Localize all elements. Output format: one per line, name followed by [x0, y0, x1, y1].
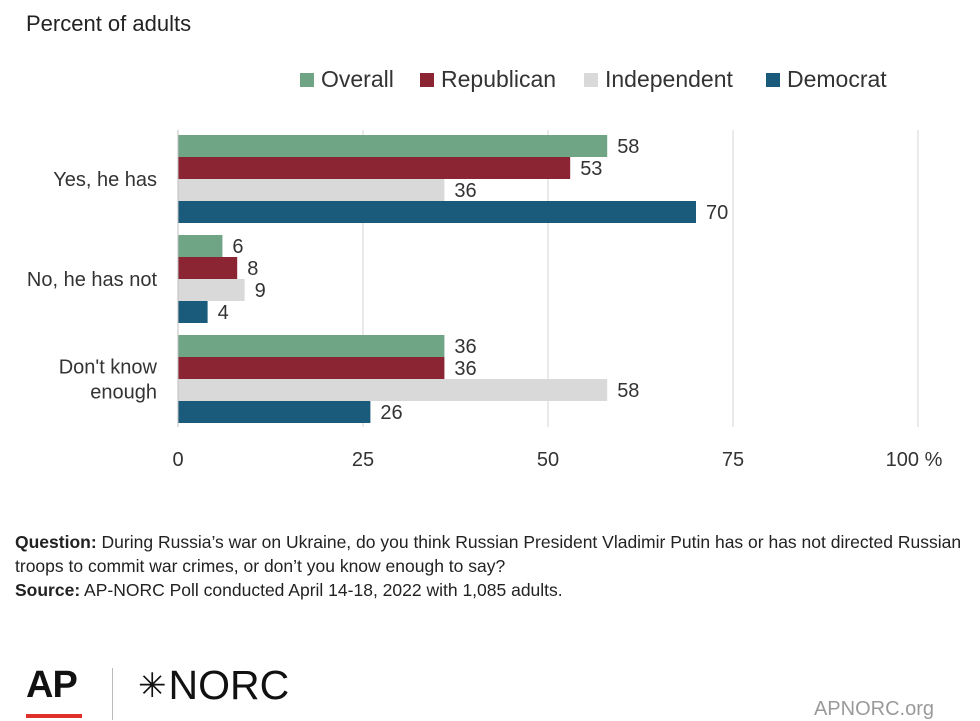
bar-democrat-0: [178, 201, 696, 223]
question-label: Question:: [15, 532, 97, 552]
bar-republican-1: [178, 257, 238, 279]
chart-legend: Overall Republican Independent Democrat: [0, 66, 980, 96]
norc-star-icon: ✳: [138, 666, 167, 705]
data-label-republican-1: 8: [247, 258, 258, 280]
ap-logo-underline: [26, 714, 82, 718]
data-label-overall-2: 36: [454, 336, 476, 358]
data-label-democrat-0: 70: [706, 202, 728, 224]
category-label-2: Don't know enough: [59, 357, 158, 404]
legend-swatch-republican: [420, 72, 434, 87]
data-label-independent-2: 58: [617, 380, 639, 402]
legend-label-democrat: Democrat: [787, 66, 887, 92]
bar-democrat-1: [178, 301, 208, 323]
question-text: During Russia’s war on Ukraine, do you t…: [15, 532, 962, 576]
legend-label-republican: Republican: [441, 66, 557, 92]
legend-swatch-independent: [584, 72, 598, 87]
bar-democrat-2: [178, 401, 371, 423]
legend-item-independent: Independent: [584, 66, 733, 93]
bar-republican-0: [178, 157, 571, 179]
logo-divider: [112, 668, 113, 720]
legend-swatch-democrat: [766, 72, 780, 87]
legend-label-overall: Overall: [321, 66, 394, 92]
bar-overall-1: [178, 235, 223, 257]
x-tick-label-25: 25: [352, 449, 374, 471]
x-tick-label-0: 0: [172, 449, 183, 471]
site-url: APNORC.org: [813, 698, 934, 720]
chart-subtitle: Percent of adults: [26, 11, 192, 36]
data-label-independent-1: 9: [255, 280, 266, 302]
bar-independent-1: [178, 279, 245, 301]
norc-logo: ✳ NORC: [138, 662, 289, 709]
bar-overall-0: [178, 135, 608, 157]
category-label-0: Yes, he has: [53, 169, 157, 191]
bar-republican-2: [178, 357, 445, 379]
source-label: Source:: [15, 580, 81, 600]
data-label-overall-0: 58: [617, 136, 639, 158]
x-tick-label-75: 75: [722, 449, 744, 471]
bar-independent-2: [178, 379, 608, 401]
legend-item-overall: Overall: [300, 66, 394, 93]
category-label-1: No, he has not: [27, 269, 158, 291]
data-label-republican-2: 36: [454, 358, 476, 380]
question-note: Question: During Russia’s war on Ukraine…: [15, 530, 965, 578]
source-text: AP-NORC Poll conducted April 14-18, 2022…: [80, 580, 563, 600]
x-tick-label-50: 50: [537, 449, 559, 471]
bar-independent-0: [178, 179, 445, 201]
data-label-independent-0: 36: [454, 180, 476, 202]
data-label-democrat-1: 4: [218, 302, 229, 324]
legend-item-republican: Republican: [420, 66, 556, 93]
data-label-democrat-2: 26: [380, 402, 402, 424]
legend-swatch-overall: [300, 72, 314, 87]
legend-label-independent: Independent: [605, 66, 733, 92]
bar-overall-2: [178, 335, 445, 357]
legend-item-democrat: Democrat: [766, 66, 887, 93]
x-tick-label-100: 100 %: [886, 449, 943, 471]
data-label-overall-1: 6: [232, 236, 243, 258]
norc-logo-text: NORC: [168, 662, 290, 708]
chart-footer: Question: During Russia’s war on Ukraine…: [15, 530, 965, 602]
data-label-republican-0: 53: [580, 158, 602, 180]
source-note: Source: AP-NORC Poll conducted April 14-…: [15, 578, 965, 602]
ap-logo: AP: [26, 664, 78, 706]
